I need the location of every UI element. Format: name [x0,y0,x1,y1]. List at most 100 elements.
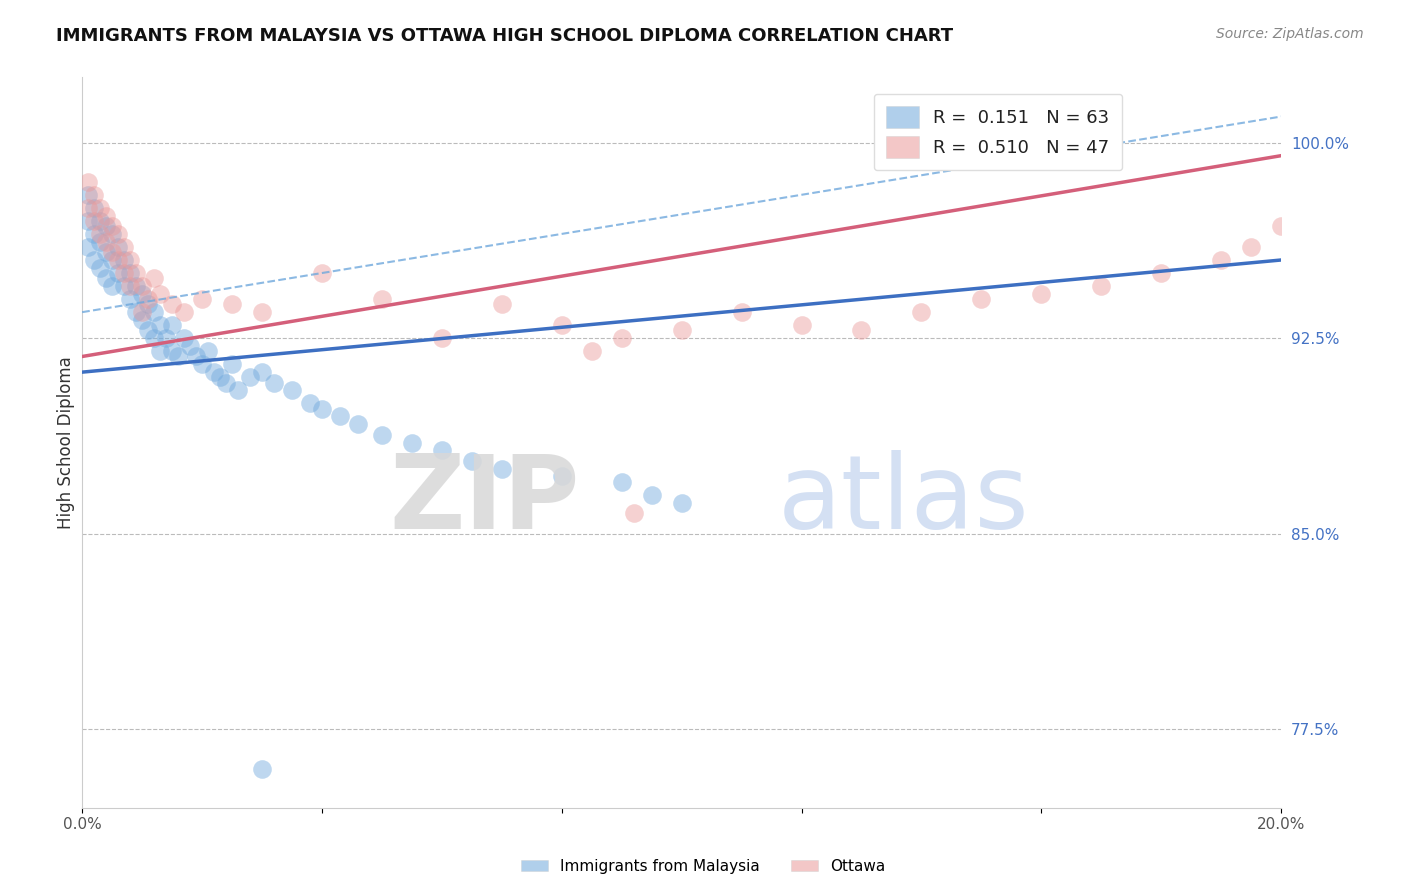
Legend: R =  0.151   N = 63, R =  0.510   N = 47: R = 0.151 N = 63, R = 0.510 N = 47 [875,94,1122,170]
Point [730,305,752,319]
Y-axis label: High School Diploma: High School Diploma [58,356,75,529]
Point [430,443,453,458]
Point [851,323,873,337]
Point [167,350,190,364]
Point [143,271,166,285]
Point [179,339,201,353]
Point [491,297,513,311]
Point [143,305,166,319]
Text: ZIP: ZIP [389,450,579,551]
Point [83,214,105,228]
Point [215,376,238,390]
Text: IMMIGRANTS FROM MALAYSIA VS OTTAWA HIGH SCHOOL DIPLOMA CORRELATION CHART: IMMIGRANTS FROM MALAYSIA VS OTTAWA HIGH … [56,27,953,45]
Point [143,331,166,345]
Point [329,409,352,424]
Point [83,227,105,241]
Point [221,357,243,371]
Point [184,350,207,364]
Point [120,292,142,306]
Point [1150,266,1173,280]
Point [263,376,285,390]
Point [125,266,148,280]
Point [89,201,111,215]
Point [125,305,148,319]
Point [191,292,214,306]
Point [77,175,100,189]
Point [430,331,453,345]
Point [83,187,105,202]
Point [94,219,117,233]
Point [311,401,333,416]
Point [281,384,304,398]
Point [173,305,195,319]
Point [107,227,129,241]
Point [101,227,124,241]
Point [250,365,273,379]
Point [970,292,993,306]
Point [191,357,214,371]
Point [77,240,100,254]
Point [610,331,633,345]
Point [671,495,693,509]
Point [208,370,231,384]
Point [623,506,645,520]
Point [94,235,117,249]
Point [347,417,370,432]
Point [371,427,394,442]
Point [551,469,574,483]
Point [1031,286,1053,301]
Point [112,266,135,280]
Point [491,461,513,475]
Point [94,209,117,223]
Point [112,279,135,293]
Point [173,331,195,345]
Point [77,201,100,215]
Point [197,344,219,359]
Point [89,227,111,241]
Point [371,292,394,306]
Point [1240,240,1263,254]
Point [136,323,159,337]
Point [94,245,117,260]
Point [551,318,574,333]
Point [221,297,243,311]
Point [120,266,142,280]
Point [226,384,249,398]
Point [149,344,172,359]
Point [1211,252,1233,267]
Point [1270,219,1292,233]
Point [640,488,662,502]
Point [112,240,135,254]
Point [77,187,100,202]
Point [83,252,105,267]
Point [101,245,124,260]
Point [107,266,129,280]
Point [107,240,129,254]
Point [250,762,273,776]
Point [120,279,142,293]
Point [581,344,603,359]
Point [89,260,111,275]
Point [112,252,135,267]
Point [131,286,153,301]
Point [298,396,321,410]
Point [101,279,124,293]
Point [120,252,142,267]
Point [610,475,633,489]
Point [83,201,105,215]
Point [101,252,124,267]
Point [77,214,100,228]
Point [160,297,183,311]
Point [250,305,273,319]
Point [790,318,813,333]
Point [131,313,153,327]
Point [107,252,129,267]
Point [155,331,177,345]
Point [136,292,159,306]
Point [131,305,153,319]
Point [910,305,932,319]
Point [160,344,183,359]
Text: atlas: atlas [778,450,1029,551]
Point [1090,279,1112,293]
Text: Source: ZipAtlas.com: Source: ZipAtlas.com [1216,27,1364,41]
